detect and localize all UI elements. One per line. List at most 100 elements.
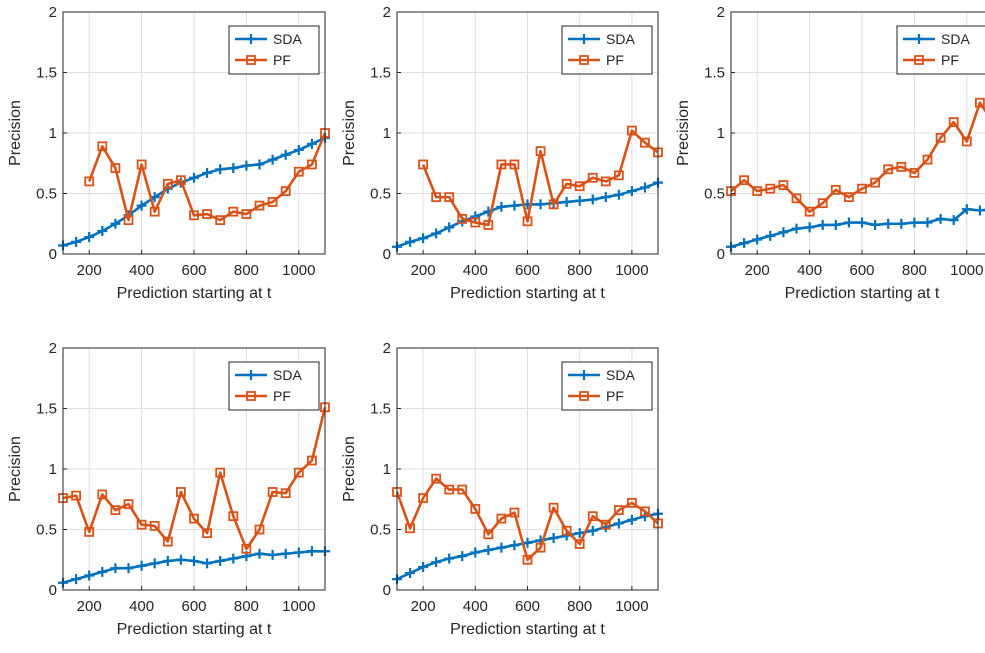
point-pf — [587, 172, 598, 183]
y-tick-label: 2 — [49, 4, 57, 21]
point-pf — [149, 206, 160, 217]
legend-box — [561, 25, 653, 75]
point-sda — [626, 186, 637, 197]
y-tick-label: 1 — [383, 461, 391, 478]
x-tick-label: 600 — [181, 598, 206, 615]
legend-label-pf: PF — [273, 52, 291, 68]
y-axis-label: Precision — [7, 100, 24, 166]
point-sda — [123, 563, 134, 574]
point-pf — [175, 487, 186, 497]
point-pf — [922, 154, 933, 165]
point-sda — [509, 540, 520, 551]
legend-marker-pf — [579, 55, 589, 65]
point-sda — [922, 217, 933, 228]
point-sda — [162, 555, 173, 566]
point-pf — [267, 487, 278, 497]
point-pf — [293, 166, 304, 177]
chart-2: 200 400 600 800 1000 0 0.5 1 1.5 2 Prediction star… — [341, 4, 663, 302]
x-tick-label: 400 — [463, 262, 488, 279]
y-axis-label: Precision — [7, 436, 24, 502]
point-pf — [444, 192, 455, 203]
point-sda — [909, 217, 920, 228]
point-sda — [483, 545, 494, 556]
y-tick-label: 2 — [49, 340, 57, 357]
point-pf — [162, 178, 173, 189]
point-pf — [254, 200, 265, 211]
point-sda — [496, 542, 507, 553]
chart-4: 200 400 600 800 1000 0 0.5 1 1.5 2 Prediction star… — [7, 340, 330, 638]
point-sda — [587, 194, 598, 205]
y-tick-label: 0.5 — [370, 522, 391, 539]
point-pf — [804, 206, 815, 217]
point-pf — [110, 163, 121, 173]
point-sda — [817, 219, 828, 230]
point-pf — [627, 497, 637, 508]
y-tick-label: 1.5 — [704, 65, 725, 82]
x-axis-label: Prediction starting at t — [450, 621, 605, 638]
point-pf — [136, 159, 147, 170]
legend-marker-pf — [579, 391, 589, 401]
point-pf — [110, 505, 121, 516]
point-pf — [830, 184, 841, 195]
point-sda — [202, 558, 213, 569]
point-pf — [241, 209, 252, 219]
point-sda — [293, 144, 304, 155]
point-sda — [189, 555, 199, 566]
point-sda — [444, 222, 455, 233]
point-sda — [843, 217, 854, 228]
x-tick-label: 600 — [515, 598, 540, 615]
y-tick-label: 0 — [383, 246, 391, 263]
x-tick-label: 1000 — [950, 262, 983, 279]
point-sda — [189, 172, 199, 183]
point-pf — [470, 504, 481, 514]
point-sda — [574, 195, 585, 206]
point-pf — [548, 199, 559, 210]
point-pf — [123, 499, 134, 509]
point-sda — [84, 570, 95, 581]
legend-marker-pf — [246, 55, 256, 65]
series-line-pf — [421, 129, 659, 227]
point-sda — [215, 555, 226, 566]
x-axis-label: Prediction starting at t — [785, 285, 940, 302]
x-tick-label: 400 — [129, 598, 154, 615]
point-pf — [175, 175, 186, 186]
point-sda — [280, 149, 291, 160]
point-pf — [600, 519, 611, 530]
point-pf — [765, 183, 776, 194]
x-axis-label: Prediction starting at t — [117, 621, 272, 638]
x-tick-label: 600 — [849, 262, 874, 279]
x-tick-label: 800 — [567, 262, 592, 279]
x-tick-label: 400 — [463, 598, 488, 615]
point-pf — [778, 180, 789, 190]
point-pf — [84, 527, 95, 537]
x-tick-label: 200 — [411, 598, 436, 615]
point-sda — [470, 211, 481, 222]
point-pf — [574, 539, 585, 549]
legend-marker-sda — [914, 34, 924, 44]
y-tick-label: 0 — [49, 246, 57, 263]
series-line-pf — [87, 132, 327, 222]
point-sda — [431, 228, 442, 239]
legend-label-sda: SDA — [273, 367, 302, 383]
point-sda — [765, 230, 776, 241]
point-sda — [626, 514, 637, 525]
point-sda — [857, 217, 867, 228]
point-sda — [561, 196, 572, 207]
legend-marker-pf — [246, 391, 256, 401]
point-pf — [496, 159, 507, 170]
point-sda — [241, 160, 252, 171]
point-pf — [215, 467, 226, 478]
point-pf — [444, 484, 455, 495]
y-tick-label: 2 — [383, 4, 391, 21]
y-tick-label: 1.5 — [370, 65, 391, 82]
point-pf — [909, 168, 920, 178]
point-sda — [639, 182, 650, 193]
x-tick-label: 200 — [411, 262, 436, 279]
point-pf — [817, 198, 828, 209]
point-pf — [267, 197, 278, 207]
point-sda — [791, 223, 802, 234]
x-tick-label: 200 — [745, 262, 770, 279]
x-tick-label: 1000 — [282, 598, 315, 615]
point-sda — [267, 549, 278, 560]
